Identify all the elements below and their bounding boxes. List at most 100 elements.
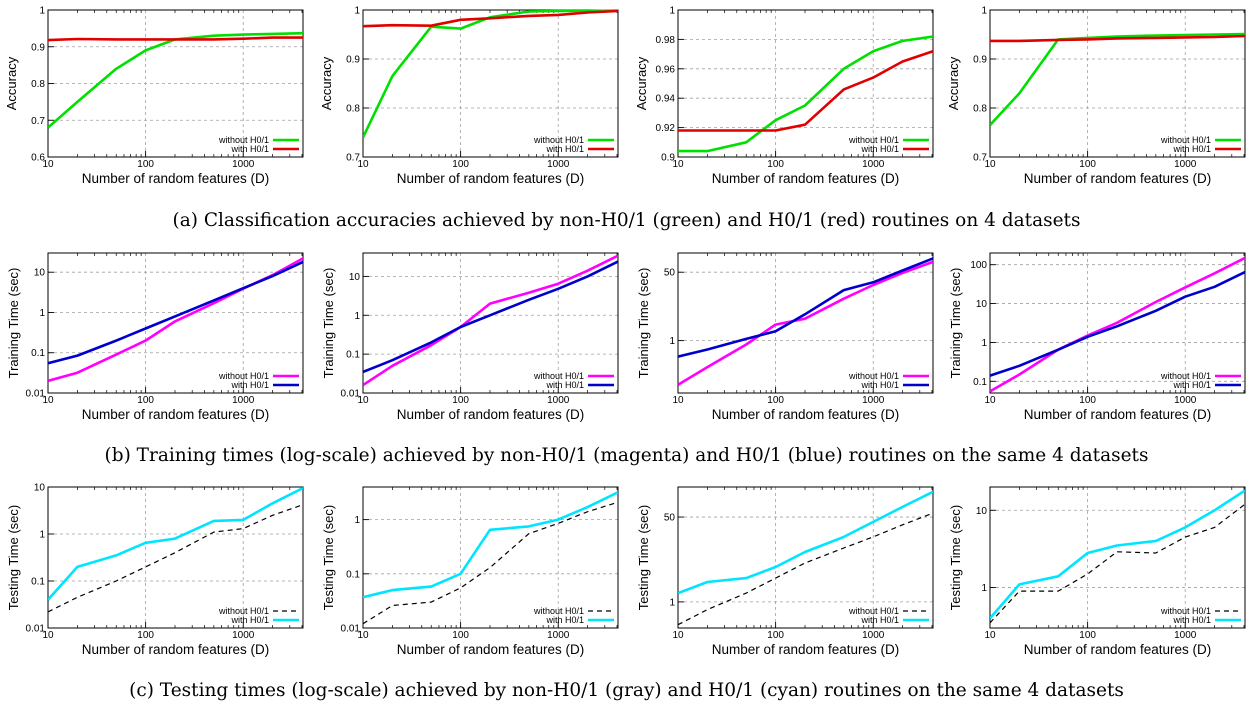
legend-label: without H0/1 [533, 606, 584, 616]
series-line-with [990, 34, 1245, 43]
x-axis-label: Number of random features (D) [712, 171, 900, 186]
plot-frame [362, 252, 619, 394]
series-line-with [990, 270, 1245, 377]
series-line-with [678, 49, 933, 132]
series-line-with [678, 257, 933, 358]
plot-frame [989, 486, 1246, 629]
plot-frame [989, 9, 1246, 158]
y-axis-label: Testing Time (sec) [948, 505, 963, 610]
series-line-without [678, 35, 933, 153]
legend-label: without H0/1 [1160, 606, 1211, 616]
x-tick-label: 100 [137, 159, 154, 170]
series-line-without [363, 501, 618, 625]
x-tick-label: 10 [984, 159, 996, 170]
y-axis-label: Accuracy [319, 56, 334, 110]
y-tick-label: 0.8 [346, 104, 360, 115]
y-tick-label: 0.1 [346, 569, 360, 580]
series-line-without [990, 503, 1245, 624]
series-line-without [990, 256, 1245, 393]
y-tick-label: 0.98 [656, 35, 676, 46]
y-tick-label: 1 [981, 6, 987, 17]
x-tick-label: 10 [357, 395, 369, 406]
chart-2-2: 10 100 1000 1 50 Number of random features (D… [636, 486, 934, 657]
caption-accuracy: (a) Classification accuracies achieved b… [172, 210, 1081, 231]
x-tick-label: 10 [42, 395, 54, 406]
legend-label: without H0/1 [848, 135, 899, 145]
y-axis-label: Accuracy [634, 56, 649, 110]
series-line-without [678, 512, 933, 626]
legend-label: without H0/1 [218, 135, 269, 145]
plot-frame [362, 486, 619, 629]
x-tick-label: 1000 [232, 395, 255, 406]
series-line-without [363, 9, 618, 138]
x-tick-label: 10 [672, 395, 684, 406]
y-tick-label: 1 [354, 515, 360, 526]
y-tick-label: 100 [970, 260, 987, 271]
y-tick-label: 0.1 [346, 350, 360, 361]
x-axis-label: Number of random features (D) [82, 407, 270, 422]
x-tick-label: 100 [767, 395, 784, 406]
y-tick-label: 50 [664, 513, 676, 524]
legend-label: with H0/1 [230, 615, 269, 625]
x-tick-label: 1000 [1174, 395, 1197, 406]
y-tick-label: 0.7 [346, 153, 360, 164]
series-line-without [48, 31, 303, 129]
x-tick-label: 10 [42, 630, 54, 641]
legend-label: without H0/1 [218, 606, 269, 616]
chart-0-0: 10 100 1000 0.6 0.7 0.8 0.9 1 Number of random f… [4, 6, 304, 186]
x-tick-label: 10 [357, 159, 369, 170]
y-tick-label: 10 [34, 483, 46, 494]
x-tick-label: 10 [984, 630, 996, 641]
x-axis-label: Number of random features (D) [397, 407, 585, 422]
legend-label: with H0/1 [545, 380, 584, 390]
chart-1-1: 10 100 1000 0.01 0.1 1 10 Number of random feat… [321, 252, 619, 422]
x-tick-label: 1000 [232, 630, 255, 641]
x-tick-label: 1000 [862, 395, 885, 406]
legend-label: with H0/1 [860, 144, 899, 154]
legend-label: with H0/1 [1172, 380, 1211, 390]
legend-label: without H0/1 [848, 371, 899, 381]
series-line-with [48, 260, 303, 365]
y-tick-label: 1 [669, 597, 675, 608]
x-tick-label: 1000 [547, 630, 570, 641]
x-axis-label: Number of random features (D) [1024, 642, 1212, 657]
series-line-without [48, 504, 303, 613]
legend-label: with H0/1 [545, 144, 584, 154]
x-axis-label: Number of random features (D) [1024, 171, 1212, 186]
legend-label: without H0/1 [848, 606, 899, 616]
plot-frame [677, 486, 934, 629]
y-tick-label: 50 [664, 268, 676, 279]
series-line-without [48, 257, 303, 383]
y-tick-label: 0.9 [973, 55, 987, 66]
legend-label: without H0/1 [218, 371, 269, 381]
x-tick-label: 100 [137, 395, 154, 406]
x-tick-label: 1000 [547, 395, 570, 406]
x-axis-label: Number of random features (D) [82, 171, 270, 186]
x-tick-label: 10 [672, 159, 684, 170]
y-tick-label: 10 [349, 272, 361, 283]
y-tick-label: 0.6 [31, 153, 45, 164]
plot-frame [677, 252, 934, 394]
series-line-with [48, 486, 303, 601]
plot-frame [677, 9, 934, 158]
chart-0-1: 10 100 1000 0.7 0.8 0.9 1 Number of random feat… [319, 6, 619, 186]
legend-label: with H0/1 [860, 380, 899, 390]
x-tick-label: 100 [767, 630, 784, 641]
y-tick-label: 1 [39, 530, 45, 541]
legend-label: with H0/1 [230, 144, 269, 154]
series-line-with [678, 490, 933, 595]
legend-label: with H0/1 [1172, 144, 1211, 154]
x-axis-label: Number of random features (D) [712, 642, 900, 657]
y-axis-label: Training Time (sec) [321, 268, 336, 379]
y-tick-label: 1 [669, 6, 675, 17]
y-tick-label: 1 [354, 311, 360, 322]
y-tick-label: 1 [354, 6, 360, 17]
y-tick-label: 1 [981, 338, 987, 349]
x-tick-label: 100 [452, 159, 469, 170]
y-axis-label: Testing Time (sec) [321, 505, 336, 610]
y-tick-label: 0.01 [341, 389, 361, 400]
x-tick-label: 10 [357, 630, 369, 641]
x-tick-label: 100 [1079, 395, 1096, 406]
